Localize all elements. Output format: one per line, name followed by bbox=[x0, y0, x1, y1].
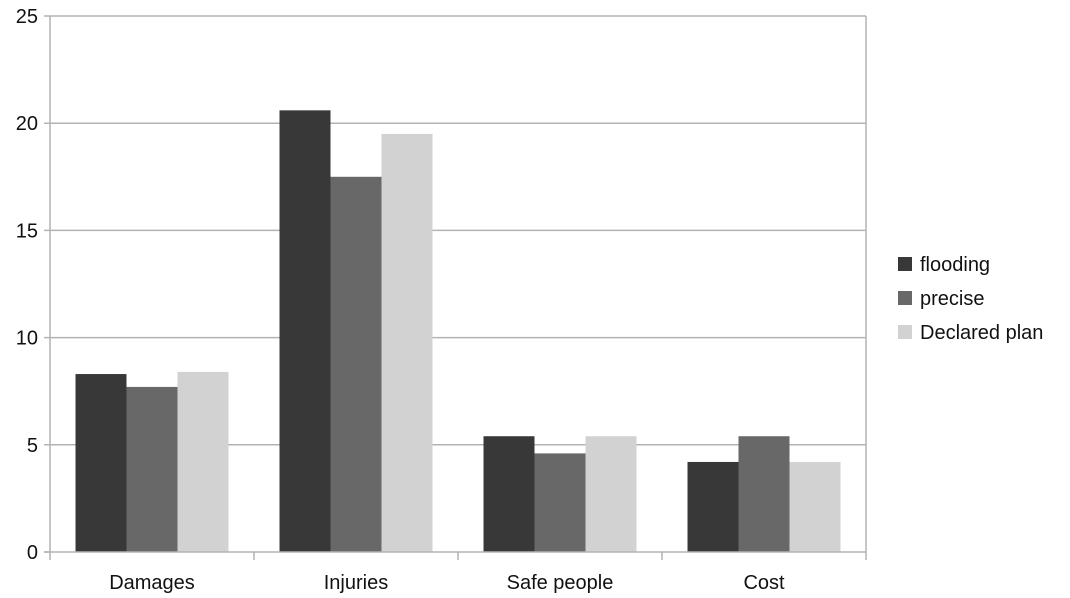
y-tick-label: 0 bbox=[27, 542, 38, 564]
y-tick-label: 15 bbox=[16, 220, 38, 242]
x-tick-label: Cost bbox=[743, 572, 785, 594]
grid-lines bbox=[50, 15, 866, 446]
bar-declared-plan-injuries bbox=[381, 133, 433, 553]
bar-flooding-safe-people bbox=[483, 436, 535, 552]
legend-label-flooding: flooding bbox=[920, 254, 990, 276]
x-tick-label: Safe people bbox=[507, 572, 614, 594]
legend: flooding precise Declared plan bbox=[898, 254, 1043, 344]
legend-swatch-declared-plan bbox=[898, 325, 912, 339]
bars bbox=[75, 110, 841, 553]
x-tick-labels: Damages Injuries Safe people Cost bbox=[109, 572, 785, 594]
x-tick-label: Injuries bbox=[324, 572, 388, 594]
bar-declared-plan-safe-people bbox=[585, 436, 637, 552]
y-tick-labels: 0 5 10 15 20 25 bbox=[16, 6, 38, 564]
axes bbox=[44, 15, 867, 560]
bar-flooding-cost bbox=[687, 461, 739, 552]
bar-precise-damages bbox=[126, 386, 178, 552]
bar-declared-plan-damages bbox=[177, 371, 229, 552]
legend-label-precise: precise bbox=[920, 288, 984, 310]
bar-flooding-damages bbox=[75, 374, 127, 552]
bar-precise-safe-people bbox=[534, 453, 586, 552]
legend-swatch-precise bbox=[898, 291, 912, 305]
y-tick-label: 5 bbox=[27, 435, 38, 457]
y-tick-label: 25 bbox=[16, 6, 38, 28]
x-tick-label: Damages bbox=[109, 572, 195, 594]
y-tick-label: 20 bbox=[16, 113, 38, 135]
bar-declared-plan-cost bbox=[789, 461, 841, 552]
bar-flooding-injuries bbox=[279, 110, 331, 552]
legend-swatch-flooding bbox=[898, 257, 912, 271]
legend-label-declared-plan: Declared plan bbox=[920, 322, 1043, 344]
bar-precise-cost bbox=[738, 436, 790, 552]
bar-precise-injuries bbox=[330, 176, 382, 553]
y-tick-label: 10 bbox=[16, 328, 38, 350]
